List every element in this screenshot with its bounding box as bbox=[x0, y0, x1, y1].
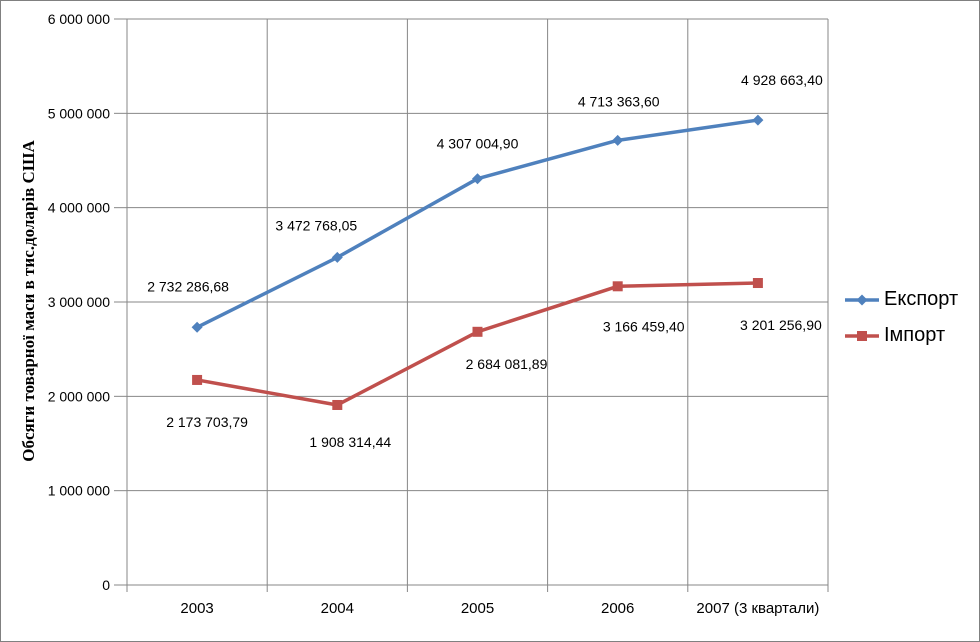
series-line-1 bbox=[195, 281, 760, 407]
legend-item-import: Імпорт bbox=[844, 324, 958, 347]
export-series-marker-icon bbox=[845, 294, 879, 305]
series-marker-square bbox=[472, 326, 483, 337]
data-label: 3 201 256,90 bbox=[740, 317, 822, 333]
series-marker-diamond bbox=[191, 321, 203, 333]
y-tick-label: 6 000 000 bbox=[48, 11, 110, 27]
y-tick-label: 4 000 000 bbox=[48, 200, 110, 216]
series-marker-square bbox=[752, 278, 763, 289]
y-tick-label: 3 000 000 bbox=[48, 294, 110, 310]
import-series-marker-icon bbox=[845, 330, 879, 341]
y-tick-label: 0 bbox=[102, 577, 110, 593]
data-label: 1 908 314,44 bbox=[309, 434, 391, 450]
x-axis-label: 2007 (3 квартали) bbox=[696, 600, 819, 617]
y-tick-label: 1 000 000 bbox=[48, 483, 110, 499]
series-marker-square bbox=[332, 399, 343, 410]
legend-label-export: Експорт bbox=[884, 288, 959, 310]
data-label: 3 166 459,40 bbox=[603, 318, 685, 334]
data-label: 4 928 663,40 bbox=[741, 72, 823, 88]
x-axis-label: 2005 bbox=[461, 600, 494, 617]
series-marker-diamond bbox=[612, 134, 624, 146]
data-label: 3 472 768,05 bbox=[275, 217, 357, 233]
series-marker-diamond bbox=[752, 114, 764, 126]
y-tick-label: 2 000 000 bbox=[48, 388, 110, 404]
x-axis-label: 2003 bbox=[180, 600, 213, 617]
series-marker-square bbox=[192, 374, 203, 385]
data-label: 4 307 004,90 bbox=[437, 136, 519, 152]
x-axis-label: 2006 bbox=[601, 600, 634, 617]
series-marker-square bbox=[612, 281, 623, 292]
data-label: 2 173 703,79 bbox=[166, 414, 248, 430]
data-label: 2 684 081,89 bbox=[466, 356, 548, 372]
y-axis-title: Обсяги товарної маси в тис.доларів США bbox=[19, 140, 38, 462]
data-label: 2 732 286,68 bbox=[147, 278, 229, 294]
x-axis-label: 2004 bbox=[321, 600, 354, 617]
y-tick-label: 5 000 000 bbox=[48, 105, 110, 121]
data-label: 4 713 363,60 bbox=[578, 93, 660, 109]
series-marker-diamond bbox=[331, 251, 343, 263]
legend: Експорт Імпорт bbox=[844, 288, 958, 347]
legend-item-export: Експорт bbox=[844, 288, 958, 311]
series-marker-diamond bbox=[472, 173, 483, 185]
legend-label-import: Імпорт bbox=[884, 324, 946, 346]
